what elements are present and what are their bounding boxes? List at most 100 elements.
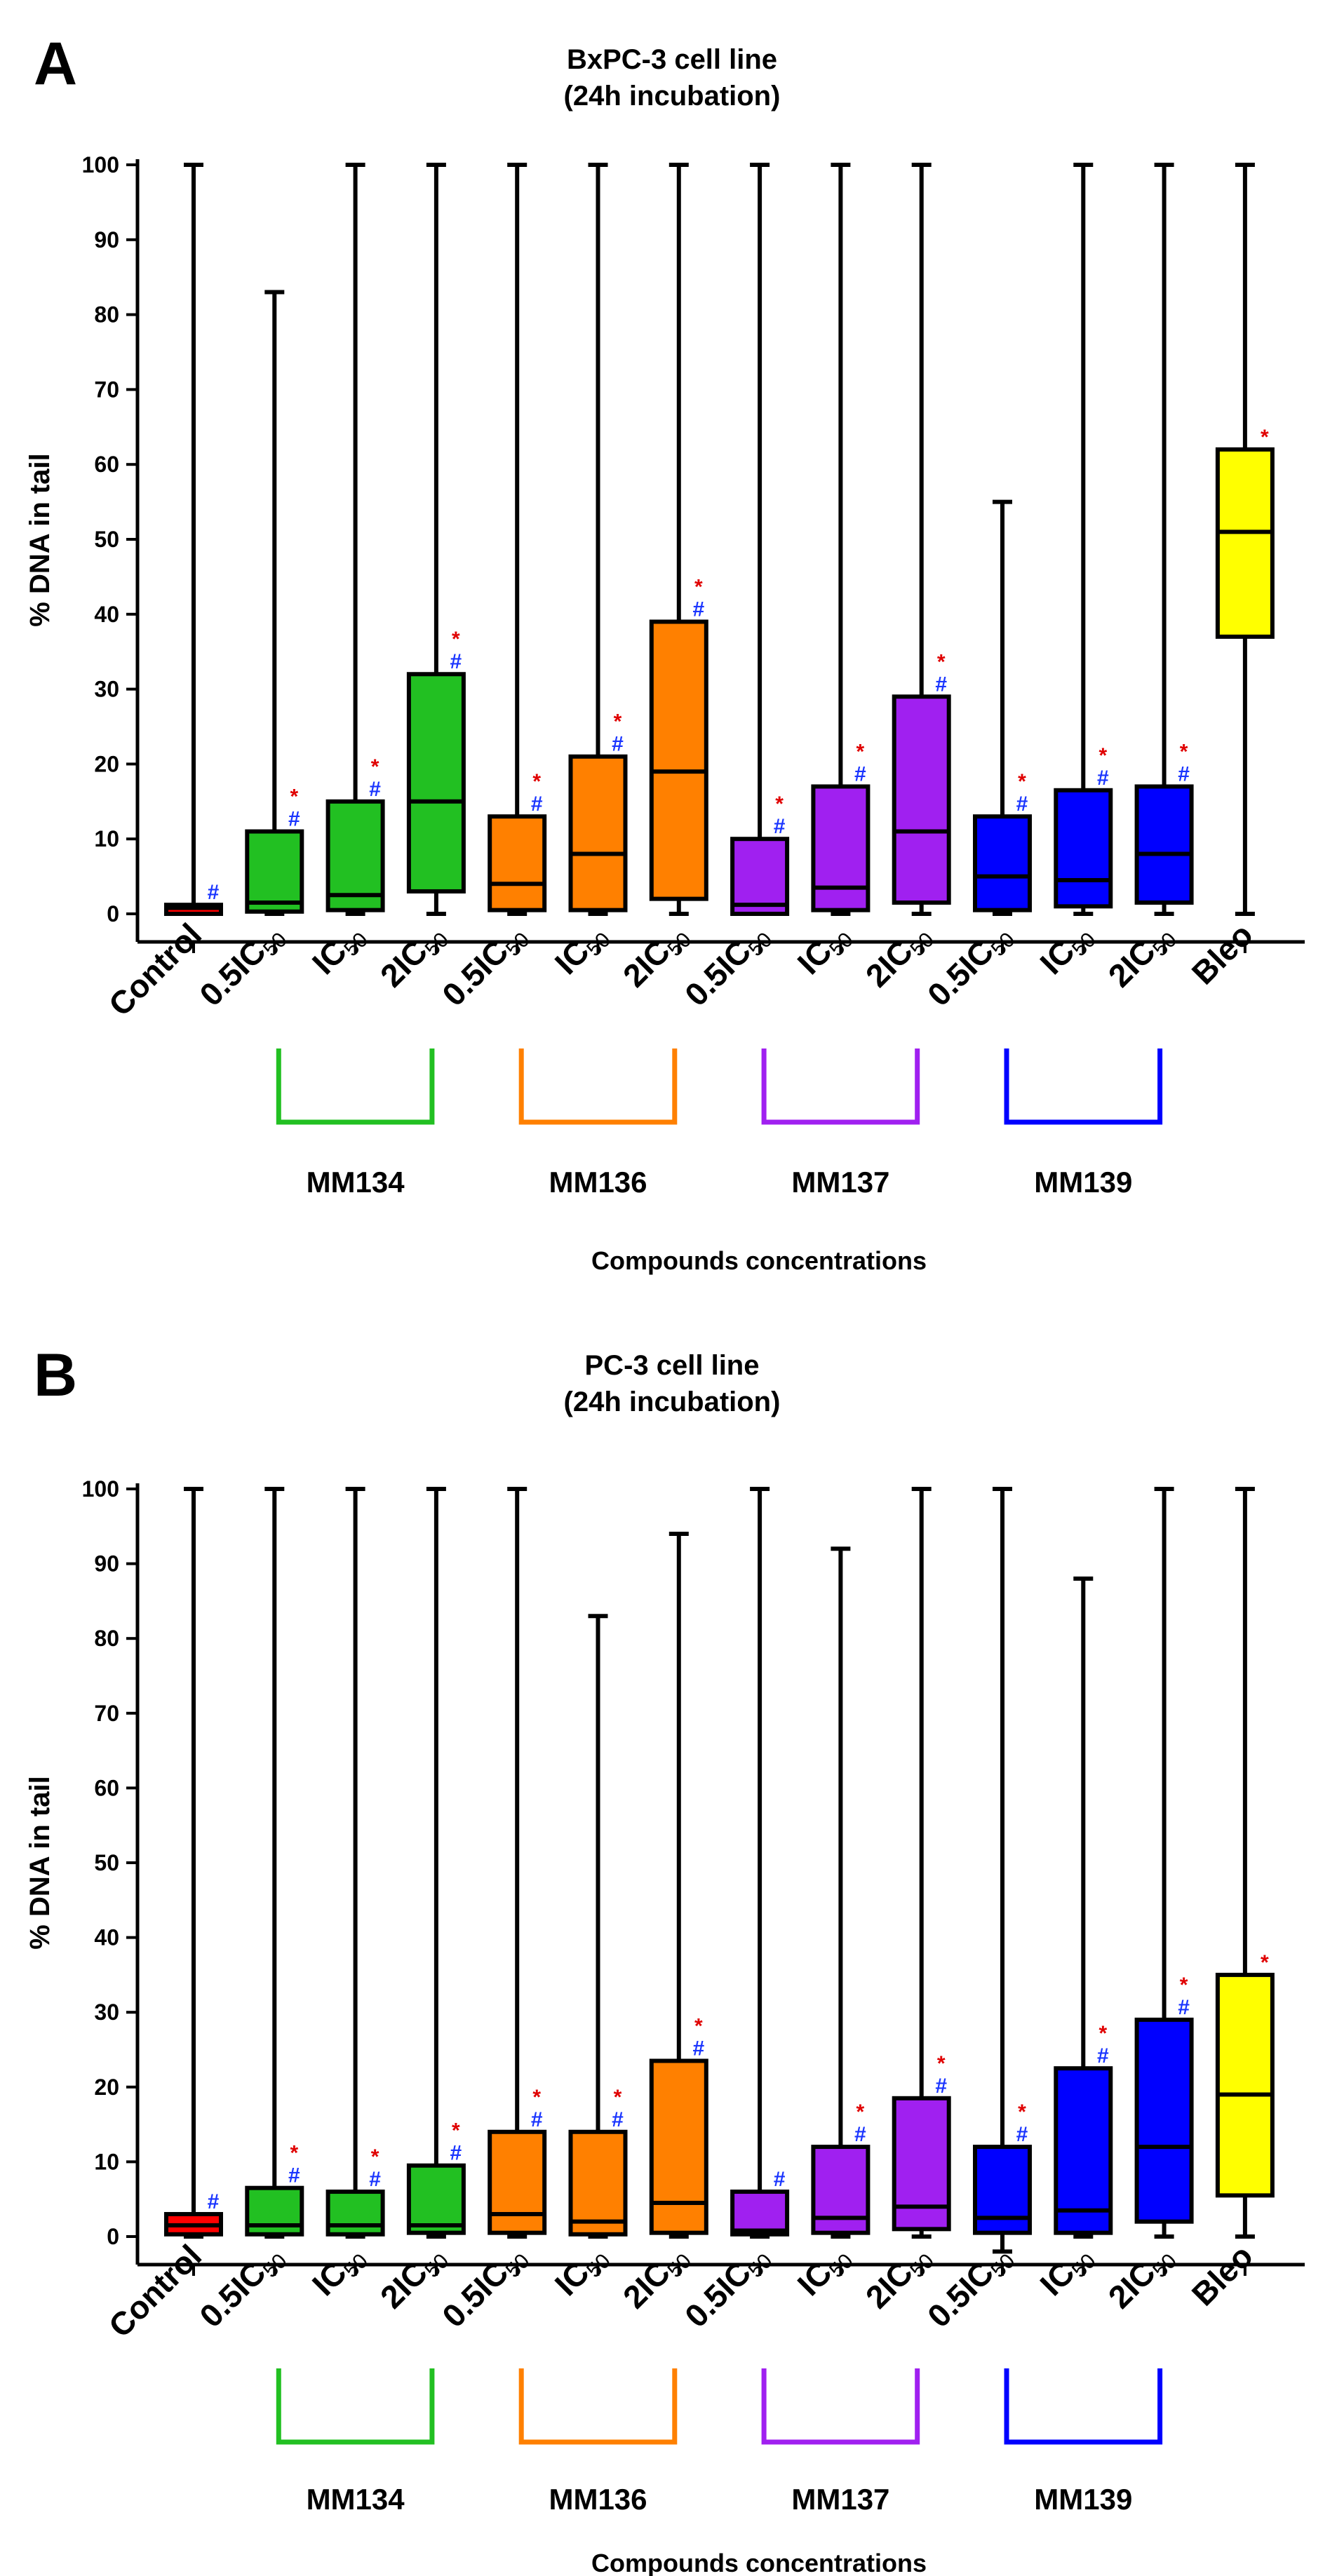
box-iqr xyxy=(325,2190,385,2237)
y-tick-label: 0 xyxy=(107,901,119,926)
group-bracket xyxy=(761,1048,920,1125)
category-label: IC50 xyxy=(305,916,372,983)
chart-subtitle: (24h incubation) xyxy=(564,81,781,112)
y-tick-label: 70 xyxy=(94,1701,119,1726)
significance-star: * xyxy=(371,755,379,778)
x-axis-label: Compounds concentrations xyxy=(591,1246,927,1275)
panel-A: A BxPC-3 cell line (24h incubation) % DNA i… xyxy=(25,30,1305,1275)
category-label: IC50 xyxy=(305,2237,372,2305)
significance-hash: # xyxy=(854,2123,866,2146)
significance-hash: # xyxy=(774,815,786,838)
significance-star: * xyxy=(856,740,865,763)
box-iqr xyxy=(730,837,790,916)
y-tick-label: 40 xyxy=(94,1925,119,1950)
y-tick-label: 50 xyxy=(94,527,119,552)
panel-letter: A xyxy=(34,30,77,97)
box-9: #*2IC50 xyxy=(859,1487,951,2315)
box-iqr xyxy=(649,2058,708,2235)
significance-hash: # xyxy=(450,650,462,673)
group-mm136: MM136 xyxy=(518,1048,678,1199)
significance-star: * xyxy=(614,710,622,734)
significance-hash: # xyxy=(208,881,220,904)
significance-star: * xyxy=(1018,770,1026,793)
significance-hash: # xyxy=(935,673,947,696)
y-tick-label: 30 xyxy=(94,2000,119,2025)
significance-star: * xyxy=(1098,2022,1107,2045)
significance-hash: # xyxy=(288,2164,300,2187)
box-12: #*2IC50 xyxy=(1101,163,1194,994)
box-11: #* IC50 xyxy=(1033,1576,1113,2305)
significance-hash: # xyxy=(1016,793,1028,816)
category-label: 0.5IC50 xyxy=(435,2237,535,2337)
x-axis-label: Compounds concentrations xyxy=(591,2549,927,2576)
significance-hash: # xyxy=(612,733,624,756)
box-2: #* IC50 xyxy=(305,1487,385,2305)
significance-hash: # xyxy=(854,762,866,785)
significance-star: * xyxy=(452,2119,460,2143)
significance-star: * xyxy=(290,2142,298,2165)
box-iqr xyxy=(325,799,385,912)
group-bracket xyxy=(518,2368,678,2445)
box-iqr xyxy=(892,2096,951,2232)
significance-hash: # xyxy=(450,2142,462,2165)
category-label-main: Control xyxy=(102,2237,208,2344)
category-label: 0.5IC50 xyxy=(435,916,535,1016)
chart-subtitle: (24h incubation) xyxy=(564,1387,781,1417)
box-iqr xyxy=(973,814,1032,912)
significance-star: * xyxy=(1180,1974,1188,1997)
box-13: * Bleo xyxy=(1185,1487,1275,2313)
y-tick-label: 60 xyxy=(94,452,119,477)
significance-star: * xyxy=(694,575,703,598)
significance-hash: # xyxy=(1097,767,1109,790)
box-iqr xyxy=(568,754,628,912)
category-label: Control xyxy=(102,2237,208,2344)
significance-star: * xyxy=(371,2145,379,2169)
box-12: #*2IC50 xyxy=(1101,1487,1194,2315)
group-mm137: MM137 xyxy=(761,2368,920,2516)
box-iqr xyxy=(811,784,871,912)
box-3: #*2IC50 xyxy=(373,1487,466,2315)
group-mm134: MM134 xyxy=(276,1048,435,1199)
y-tick-label: 40 xyxy=(94,602,119,627)
box-5: #* IC50 xyxy=(548,1614,628,2302)
significance-hash: # xyxy=(1016,2123,1028,2146)
panel-B: B PC-3 cell line (24h incubation) % DNA in … xyxy=(25,1342,1305,2576)
box-5: #* IC50 xyxy=(548,163,628,983)
box-9: #*2IC50 xyxy=(859,163,951,994)
significance-hash: # xyxy=(531,2108,543,2131)
chart-title: BxPC-3 cell line xyxy=(567,44,777,75)
significance-star: * xyxy=(1098,744,1107,767)
significance-star: * xyxy=(1261,426,1269,449)
y-axis-label: % DNA in tail xyxy=(25,1776,55,1949)
box-0: #Control xyxy=(102,163,223,1023)
category-label: 0.5IC50 xyxy=(192,916,292,1016)
category-label: IC50 xyxy=(548,916,615,983)
group-label: MM134 xyxy=(307,2483,405,2516)
category-label-main: Control xyxy=(102,916,208,1023)
category-label-main: Bleo xyxy=(1185,916,1260,991)
significance-star: * xyxy=(1261,1951,1269,1974)
group-bracket xyxy=(276,1048,435,1125)
y-tick-label: 30 xyxy=(94,677,119,702)
box-iqr xyxy=(568,2129,628,2237)
group-label: MM137 xyxy=(791,1166,889,1199)
group-mm136: MM136 xyxy=(518,2368,678,2516)
category-label: Bleo xyxy=(1185,2237,1260,2312)
group-mm139: MM139 xyxy=(1004,1048,1163,1199)
significance-star: * xyxy=(532,2086,541,2109)
chart-title: PC-3 cell line xyxy=(585,1350,760,1381)
category-label: IC50 xyxy=(791,916,858,983)
category-label: 0.5IC50 xyxy=(678,916,777,1016)
panel-letter: B xyxy=(34,1342,77,1409)
category-label: IC50 xyxy=(1033,2237,1100,2305)
significance-star: * xyxy=(532,770,541,793)
significance-star: * xyxy=(290,785,298,809)
significance-hash: # xyxy=(369,778,381,801)
box-iqr xyxy=(1215,1972,1275,2198)
y-tick-label: 10 xyxy=(94,826,119,851)
y-tick-label: 100 xyxy=(82,152,119,177)
y-tick-label: 50 xyxy=(94,1850,119,1875)
box-iqr xyxy=(730,2190,790,2237)
y-axis-label: % DNA in tail xyxy=(25,453,55,626)
y-tick-label: 20 xyxy=(94,2075,119,2100)
